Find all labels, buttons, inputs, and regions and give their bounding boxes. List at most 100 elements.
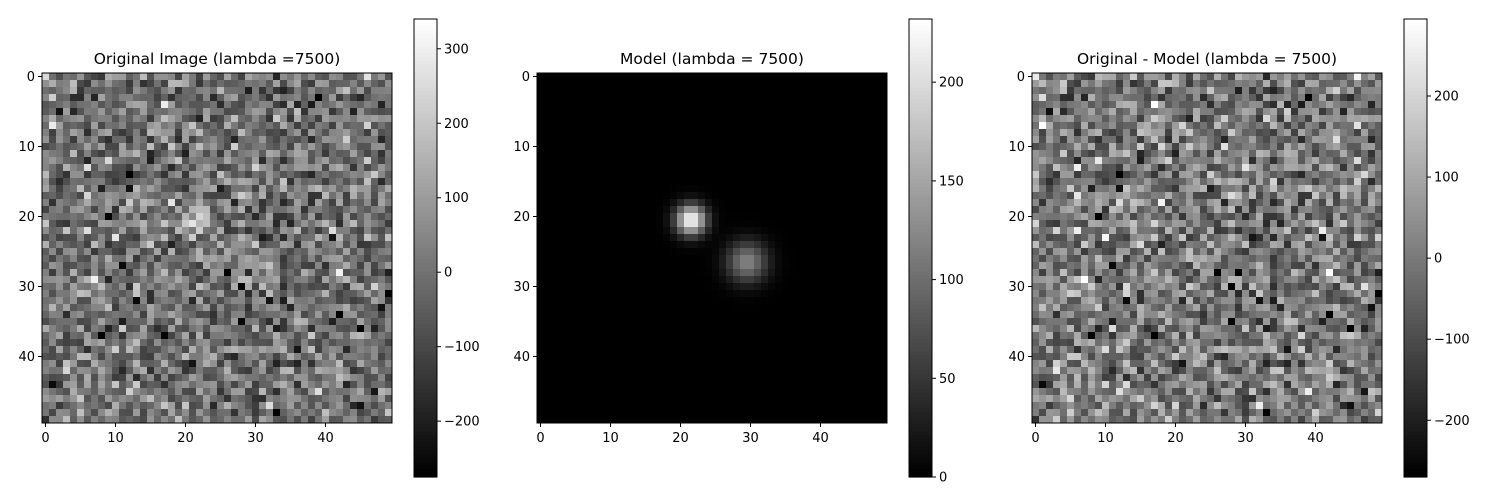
pixel: [322, 129, 330, 137]
colorbar-step: [414, 152, 437, 157]
pixel: [579, 206, 587, 214]
pixel: [238, 220, 246, 228]
pixel: [189, 332, 197, 340]
pixel: [803, 332, 811, 340]
pixel: [747, 178, 755, 186]
pixel: [845, 101, 853, 109]
pixel: [91, 269, 99, 277]
pixel: [343, 346, 351, 354]
pixel: [789, 206, 797, 214]
pixel: [364, 171, 372, 179]
pixel: [733, 374, 741, 382]
pixel: [726, 262, 734, 270]
pixel: [63, 206, 71, 214]
pixel: [385, 199, 393, 207]
pixel: [91, 409, 99, 417]
pixel: [670, 325, 678, 333]
pixel: [691, 353, 699, 361]
pixel: [126, 360, 134, 368]
pixel: [329, 115, 337, 123]
pixel: [572, 143, 580, 151]
colorbar-step: [414, 41, 437, 47]
pixel: [56, 339, 64, 347]
pixel: [789, 360, 797, 368]
pixel: [789, 269, 797, 277]
pixel: [112, 255, 120, 263]
pixel: [273, 248, 281, 256]
pixel: [726, 311, 734, 319]
pixel: [593, 367, 601, 375]
colorbar-step: [414, 263, 437, 268]
pixel: [168, 255, 176, 263]
pixel: [259, 178, 267, 186]
pixel: [782, 241, 790, 249]
pixel: [698, 136, 706, 144]
pixel: [245, 276, 253, 284]
pixel: [245, 136, 253, 144]
pixel: [189, 171, 197, 179]
pixel: [56, 206, 64, 214]
pixel: [294, 290, 302, 298]
pixel: [593, 339, 601, 347]
pixel: [42, 409, 50, 417]
pixel: [287, 255, 295, 263]
pixel: [133, 129, 141, 137]
pixel: [803, 381, 811, 389]
pixel: [322, 157, 330, 165]
pixel: [91, 101, 99, 109]
pixel: [663, 220, 671, 228]
colorbar-tick-label: 200: [444, 117, 469, 132]
pixel: [691, 178, 699, 186]
pixel: [364, 276, 372, 284]
pixel: [614, 318, 622, 326]
pixel: [733, 269, 741, 277]
pixel: [873, 101, 881, 109]
pixel: [98, 374, 106, 382]
pixel: [733, 339, 741, 347]
pixel: [586, 192, 594, 200]
pixel: [238, 269, 246, 277]
pixel: [649, 367, 657, 375]
pixel: [810, 283, 818, 291]
pixel: [831, 367, 839, 375]
pixel: [656, 353, 664, 361]
pixel: [322, 318, 330, 326]
pixel: [273, 94, 281, 102]
pixel: [84, 241, 92, 249]
pixel: [775, 339, 783, 347]
pixel: [761, 185, 769, 193]
pixel: [280, 108, 288, 116]
colorbar-step: [414, 175, 437, 180]
pixel: [343, 185, 351, 193]
pixel: [49, 276, 57, 284]
pixel: [189, 255, 197, 263]
pixel: [761, 80, 769, 88]
pixel: [782, 192, 790, 200]
pixel: [343, 318, 351, 326]
pixel: [175, 234, 183, 242]
pixel: [663, 164, 671, 172]
pixel: [614, 185, 622, 193]
pixel: [385, 290, 393, 298]
pixel: [252, 234, 260, 242]
colorbar-step: [414, 102, 437, 108]
pixel: [168, 115, 176, 123]
pixel: [845, 87, 853, 95]
pixel: [789, 332, 797, 340]
pixel: [747, 122, 755, 130]
pixel: [224, 395, 232, 403]
pixel: [803, 220, 811, 228]
pixel: [880, 304, 888, 312]
pixel: [880, 157, 888, 165]
pixel: [866, 80, 874, 88]
pixel: [203, 80, 211, 88]
pixel: [656, 388, 664, 396]
pixel: [698, 290, 706, 298]
pixel: [544, 101, 552, 109]
pixel: [119, 150, 127, 158]
pixel: [677, 269, 685, 277]
pixel: [691, 325, 699, 333]
pixel: [371, 192, 379, 200]
pixel: [147, 339, 155, 347]
pixel: [670, 150, 678, 158]
